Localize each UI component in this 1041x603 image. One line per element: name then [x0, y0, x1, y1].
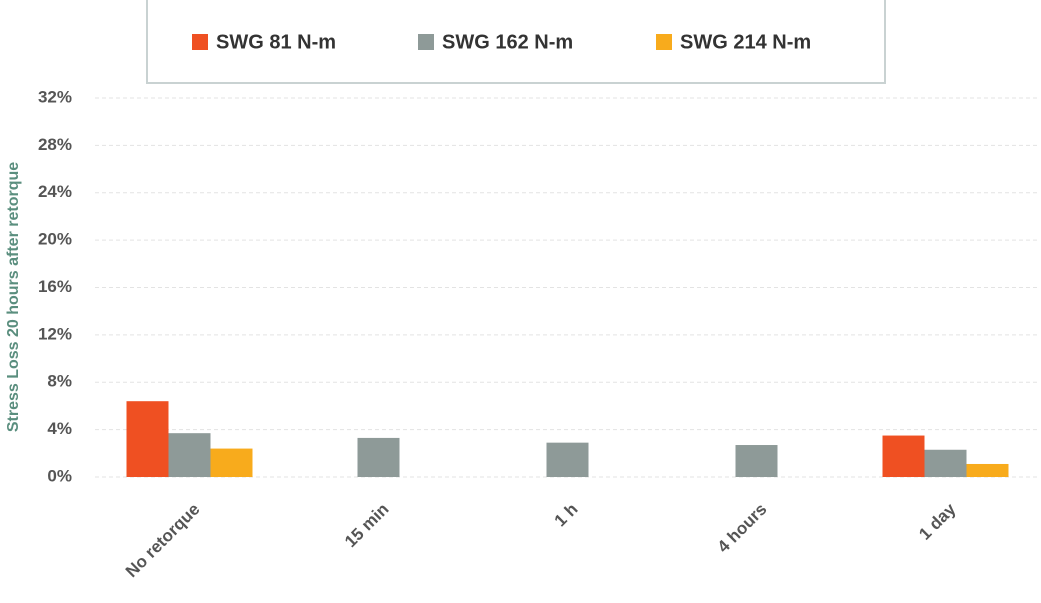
bar	[210, 448, 253, 477]
y-axis-title: Stress Loss 20 hours after retorque	[5, 162, 22, 432]
legend-box	[146, 0, 886, 84]
bar	[357, 437, 400, 477]
legend-swatch	[192, 34, 208, 50]
bar	[546, 442, 589, 477]
legend-swatch	[418, 34, 434, 50]
bar	[924, 449, 967, 477]
y-tick-label: 28%	[38, 135, 72, 154]
x-tick-label: 1 h	[551, 500, 582, 531]
bar	[882, 435, 925, 477]
y-tick-label: 20%	[38, 230, 72, 249]
legend-label: SWG 214 N-m	[680, 31, 811, 53]
bar	[966, 463, 1009, 477]
x-tick-label: 4 hours	[714, 500, 771, 557]
bar	[168, 433, 211, 477]
x-tick-label: 1 day	[915, 499, 960, 544]
y-tick-label: 8%	[47, 372, 72, 391]
legend-label: SWG 162 N-m	[442, 31, 573, 53]
bar	[735, 445, 778, 477]
x-tick-label: 15 min	[341, 500, 393, 552]
y-tick-label: 12%	[38, 324, 72, 343]
y-tick-label: 4%	[47, 419, 72, 438]
y-tick-label: 32%	[38, 87, 72, 106]
bar	[126, 401, 169, 477]
legend-swatch	[656, 34, 672, 50]
y-tick-label: 16%	[38, 277, 72, 296]
legend-label: SWG 81 N-m	[216, 31, 336, 53]
y-tick-label: 0%	[47, 466, 72, 485]
x-tick-label: No retorque	[122, 500, 204, 582]
y-tick-label: 24%	[38, 182, 72, 201]
